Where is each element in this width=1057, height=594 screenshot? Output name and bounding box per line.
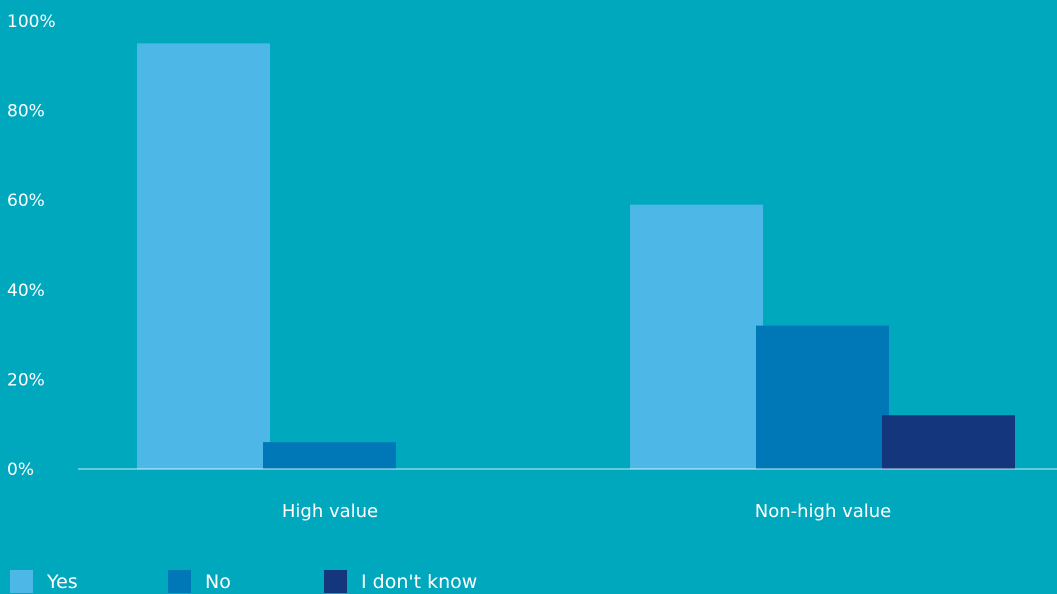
bar-no-high-value [263, 442, 396, 469]
legend-swatch-dont-know [324, 570, 347, 593]
bars [137, 43, 1015, 470]
x-category-label: Non-high value [755, 501, 892, 522]
y-tick-label: 60% [7, 191, 45, 211]
legend-label-dont-know: I don't know [361, 570, 478, 593]
x-axis-categories: High value Non-high value [282, 501, 891, 522]
legend-label-no: No [205, 570, 231, 593]
y-tick-label: 40% [7, 281, 45, 301]
legend-label-yes: Yes [47, 570, 78, 593]
bar-no-non-high-value [756, 325, 889, 469]
legend-item-dont-know: I don't know [324, 569, 477, 594]
legend-item-yes: Yes [10, 569, 78, 594]
bar-chart: 0% 20% 40% 60% 80% 100% High value Non-high va… [7, 12, 1057, 522]
bar-yes-high-value [137, 43, 270, 470]
y-axis-ticks: 0% 20% 40% 60% 80% 100% [7, 12, 56, 480]
legend-swatch-no [168, 570, 191, 593]
legend-swatch-yes [10, 570, 33, 593]
y-tick-label: 0% [7, 460, 34, 480]
bar-yes-non-high-value [630, 204, 763, 469]
y-tick-label: 20% [7, 370, 45, 390]
y-tick-label: 100% [7, 12, 56, 32]
legend-item-no: No [168, 569, 231, 594]
y-tick-label: 80% [7, 102, 45, 122]
x-category-label: High value [282, 501, 378, 522]
legend: Yes No I don't know [10, 569, 610, 594]
bar-i-don-t-know-non-high-value [882, 415, 1015, 469]
